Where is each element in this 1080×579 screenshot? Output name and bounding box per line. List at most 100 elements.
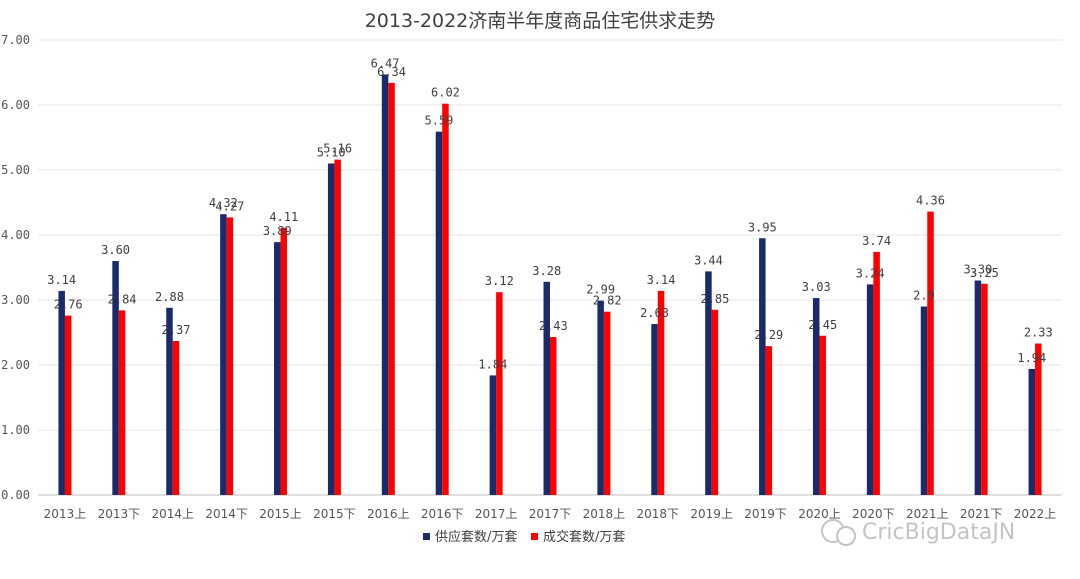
- bar-supply: [974, 280, 982, 495]
- data-label-sales: 3.14: [647, 273, 676, 287]
- data-label-sales: 5.16: [323, 142, 352, 156]
- x-tick-label: 2021上: [906, 507, 949, 521]
- x-tick-label: 2017下: [529, 507, 572, 521]
- y-tick-label: 5.00: [1, 163, 30, 177]
- x-tick-label: 2019下: [744, 507, 787, 521]
- bar-supply: [381, 74, 389, 495]
- x-tick-label: 2015下: [313, 507, 356, 521]
- bar-supply: [597, 300, 604, 495]
- x-tick-label: 2018下: [637, 507, 680, 521]
- x-tick-label: 2014上: [151, 507, 194, 521]
- bar-sales: [334, 159, 341, 495]
- data-label-sales: 4.11: [269, 210, 298, 224]
- bar-supply: [489, 375, 497, 495]
- bar-sales: [280, 227, 288, 495]
- y-tick-label: 6.00: [1, 98, 30, 112]
- data-label-sales: 6.02: [431, 86, 460, 100]
- data-label-sales: 4.27: [215, 199, 244, 213]
- data-label-sales: 2.43: [539, 319, 568, 333]
- x-tick-label: 2013下: [98, 507, 141, 521]
- data-label-supply: 3.03: [802, 280, 831, 294]
- data-label-sales: 2.82: [593, 294, 622, 308]
- data-label-supply: 3.89: [263, 224, 292, 238]
- x-tick-label: 2020上: [798, 507, 841, 521]
- x-axis: 2013上 2013下 2014上 2014下 2015上 2015下 2016上 2016下…: [44, 507, 1057, 521]
- data-label-sales: 2.29: [754, 328, 783, 342]
- y-tick-label: 4.00: [1, 228, 30, 242]
- wechat-icon-bubble: [836, 526, 856, 546]
- data-label-sales: 6.34: [377, 65, 406, 79]
- bar-supply: [166, 307, 173, 495]
- legend-swatch-sales: [531, 533, 538, 540]
- data-label-supply: 3.14: [47, 273, 76, 287]
- data-label-sales: 2.45: [808, 318, 837, 332]
- bar-sales: [172, 340, 180, 495]
- watermark-text: CricBigDataJN: [862, 520, 1015, 545]
- bars: [58, 74, 1042, 496]
- legend: 供应套数/万套 成交套数/万套: [423, 529, 625, 545]
- bar-sales: [603, 311, 611, 495]
- bar-supply: [812, 298, 820, 495]
- bar-sales: [873, 251, 880, 495]
- bar-supply: [112, 261, 119, 495]
- bar-sales: [981, 283, 988, 495]
- bar-sales: [927, 211, 934, 495]
- bar-sales: [442, 103, 449, 495]
- data-labels: 3.14 2.76 3.60 2.84 2.88 2.37 4.324.27 3.894.11…: [47, 56, 1053, 371]
- legend-label-sales: 成交套数/万套: [543, 529, 625, 545]
- y-tick-label: 2.00: [1, 358, 30, 372]
- x-tick-label: 2016上: [367, 507, 410, 521]
- y-tick-label: 0.00: [1, 488, 30, 502]
- data-label-sales: 2.84: [108, 292, 137, 306]
- bar-supply: [327, 163, 335, 495]
- bar-sales: [711, 309, 719, 495]
- legend-label-supply: 供应套数/万套: [435, 529, 517, 545]
- data-label-supply: 3.95: [748, 220, 777, 234]
- data-label-supply: 3.24: [856, 266, 885, 280]
- bar-supply: [866, 284, 874, 495]
- data-label-supply: 5.10: [317, 146, 346, 160]
- data-label-supply: 3.60: [101, 243, 130, 257]
- bar-supply: [759, 238, 766, 495]
- bar-sales: [496, 292, 503, 495]
- x-tick-label: 2016下: [421, 507, 464, 521]
- bar-supply: [435, 131, 443, 495]
- data-label-supply: 3.44: [694, 253, 723, 267]
- x-tick-label: 2014下: [205, 507, 248, 521]
- data-label-supply: 2.88: [155, 290, 184, 304]
- bar-supply: [58, 290, 65, 495]
- y-tick-label: 3.00: [1, 293, 30, 307]
- x-tick-label: 2018上: [583, 507, 626, 521]
- data-label-sales: 2.85: [700, 292, 729, 306]
- x-tick-label: 2022上: [1014, 507, 1057, 521]
- y-tick-label: 1.00: [1, 423, 30, 437]
- data-label-supply: 1.94: [1017, 351, 1046, 365]
- bar-supply: [1028, 368, 1036, 495]
- bar-supply: [220, 214, 227, 495]
- x-tick-label: 2015上: [259, 507, 302, 521]
- data-label-supply: 2.99: [586, 283, 615, 297]
- x-tick-label: 2020下: [852, 507, 895, 521]
- bar-sales: [657, 290, 665, 495]
- x-tick-label: 2017上: [475, 507, 518, 521]
- data-label-sales: 2.76: [54, 298, 83, 312]
- x-tick-label: 2019上: [690, 507, 733, 521]
- data-label-sales: 2.37: [162, 323, 191, 337]
- data-label-supply: 2.63: [640, 306, 669, 320]
- data-label-sales: 3.25: [970, 266, 999, 280]
- bar-sales: [819, 335, 826, 495]
- data-label-supply: 3.30: [963, 263, 992, 277]
- data-label-sales: 3.74: [862, 234, 891, 248]
- data-label-supply: 1.84: [478, 357, 507, 371]
- chart-title: 2013-2022济南半年度商品住宅供求走势: [365, 10, 716, 32]
- bar-sales: [388, 82, 395, 496]
- data-label-supply: 5.59: [425, 114, 454, 128]
- data-label-sales: 3.12: [485, 274, 514, 288]
- bar-supply: [920, 306, 928, 495]
- x-tick-label: 2013上: [44, 507, 87, 521]
- y-tick-label: 7.00: [1, 33, 30, 47]
- x-tick-label: 2021下: [960, 507, 1003, 521]
- data-label-supply: 4.32: [209, 196, 238, 210]
